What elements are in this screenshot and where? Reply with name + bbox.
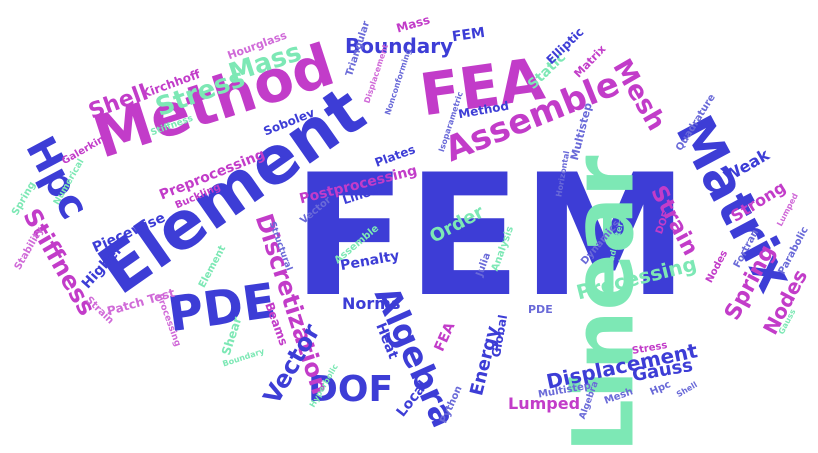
word-shell-small: Shell — [674, 380, 699, 400]
word-fem: FEM — [292, 138, 689, 334]
word-norms: Norms — [342, 294, 401, 313]
word-pde-small: PDE — [528, 303, 553, 316]
word-pde-big: PDE — [164, 272, 280, 344]
word-dof-big: DOF — [308, 369, 394, 410]
word-nodes-small: Nodes — [704, 248, 731, 285]
word-mass-small: Mass — [394, 12, 432, 36]
word-lumped: Lumped — [508, 394, 581, 413]
word-cloud: FEM Linear Element Method Matrix FEA Ass… — [10, 12, 812, 453]
word-boundary: Boundary — [345, 34, 454, 58]
word-fem-small: FEM — [451, 24, 487, 46]
word-nonconforming: Nonconforming — [383, 47, 414, 117]
